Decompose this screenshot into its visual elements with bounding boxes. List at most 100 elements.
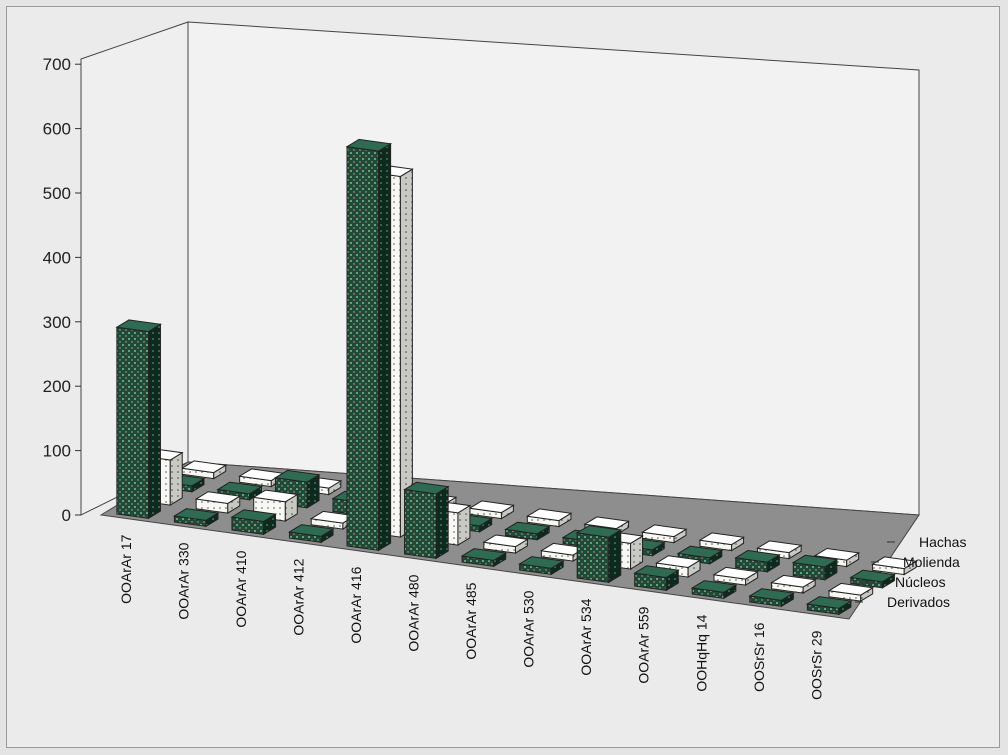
series-label-núcleos: Núcleos [895, 574, 946, 590]
y-tick-label: 0 [62, 506, 71, 525]
bar-hachas-11 [756, 540, 803, 560]
bar-top-face [288, 524, 335, 537]
bar-front-face [404, 488, 437, 559]
category-label: OOHqHq 14 [693, 614, 709, 691]
category-label: OOSrSr 29 [808, 630, 824, 699]
y-tick-label: 500 [43, 184, 71, 203]
series-label-hachas: Hachas [919, 534, 966, 550]
bar-derivados-2 [172, 508, 220, 528]
bar-núcleos-11 [712, 566, 760, 586]
y-tick-label: 200 [43, 377, 71, 396]
bar-derivados-12 [748, 588, 795, 608]
bar-side-face [399, 168, 413, 538]
bar-derivados-9 [575, 525, 623, 584]
bar-hachas-9 [640, 524, 688, 544]
bar-núcleos-2 [194, 491, 242, 514]
bar-top-face [583, 516, 630, 530]
bar-top-face [654, 555, 702, 568]
bar-molienda-7 [504, 521, 551, 541]
bar-núcleos-13 [827, 582, 875, 602]
bar-derivados-8 [518, 556, 565, 576]
bar-top-face [115, 319, 162, 333]
bar-top-face [216, 481, 263, 495]
bar-side-face [169, 451, 183, 506]
bar-top-face [460, 548, 508, 561]
bar-núcleos-7 [482, 534, 529, 554]
bar-top-face [690, 580, 738, 593]
bar-hachas-13 [871, 556, 918, 576]
bar-top-face [273, 469, 321, 483]
bar-derivados-4 [288, 524, 335, 544]
category-label: OOArAr 17 [118, 534, 134, 603]
bar-hachas-6 [468, 500, 515, 520]
bar-derivados-10 [633, 565, 680, 592]
bar-molienda-3 [273, 469, 321, 509]
bar-derivados-1 [115, 319, 162, 520]
bar-molienda-10 [676, 545, 724, 565]
y-tick-label: 400 [43, 248, 71, 267]
bar-top-face [734, 549, 781, 563]
category-label: OOArAr 410 [233, 550, 249, 627]
chart-frame: 0 100 200 300 400 500 600 700 OOArAr 17 OOArAr 3… [6, 6, 1000, 748]
bar-top-face [518, 556, 565, 569]
bar-top-face [633, 565, 680, 578]
bar-derivados-11 [690, 580, 738, 600]
bar-derivados-3 [230, 509, 278, 536]
bar-top-face [180, 460, 228, 474]
bar-top-face [805, 596, 853, 609]
bar-front-face [346, 146, 380, 551]
bar-top-face [756, 540, 803, 554]
bar-derivados-6 [403, 481, 450, 560]
bar-side-face [608, 529, 622, 584]
bar-top-face [575, 525, 623, 538]
y-tick-label: 100 [43, 442, 71, 461]
back-wall [187, 21, 920, 516]
bar-derivados-5 [345, 138, 393, 552]
bar-front-face [576, 532, 610, 583]
bar-top-face [468, 500, 515, 514]
bar-hachas-10 [698, 532, 746, 552]
bar-top-face [252, 489, 299, 503]
bar-top-face [482, 534, 529, 548]
bars [115, 138, 918, 616]
category-label: OOSrSr 16 [751, 622, 767, 691]
bar-top-face [849, 569, 896, 583]
y-tick-label: 300 [43, 313, 71, 332]
bar-top-face [712, 566, 760, 580]
category-label: OOArAr 416 [348, 566, 364, 643]
bar-molienda-11 [734, 549, 781, 573]
y-axis: 0 100 200 300 400 500 600 700 [43, 55, 81, 525]
bar-molienda-12 [791, 554, 839, 581]
series-label-derivados: Derivados [887, 594, 950, 610]
bar-top-face [345, 138, 393, 152]
bar-top-face [698, 532, 746, 546]
bar-top-face [525, 508, 573, 522]
bar-top-face [504, 521, 551, 535]
bar-top-face [194, 491, 242, 504]
bar-top-face [230, 509, 278, 522]
bar-top-face [770, 574, 817, 588]
bar-top-face [791, 554, 839, 568]
category-label: OOArAr 480 [406, 574, 422, 651]
series-label-molienda: Molienda [903, 554, 960, 570]
category-label: OOArAr 330 [175, 542, 191, 619]
bar-top-face [172, 508, 220, 521]
bar-top-face [871, 556, 918, 570]
bar-top-face [813, 547, 861, 561]
series-labels: Derivados Núcleos Molienda Hachas [855, 534, 966, 610]
bar-derivados-13 [805, 596, 853, 616]
bar-núcleos-12 [770, 574, 817, 594]
bar-front-face [116, 326, 150, 519]
category-label: OOArAr 485 [463, 582, 479, 659]
y-tick-label: 600 [43, 120, 71, 139]
category-label: OOArAr 412 [291, 558, 307, 635]
bar-molienda-13 [849, 569, 896, 589]
bar-top-face [827, 582, 875, 596]
bar-side-face [435, 485, 449, 560]
bar-hachas-7 [525, 508, 573, 528]
bar-top-face [403, 481, 450, 495]
bar-derivados-7 [460, 548, 508, 568]
bar-top-face [748, 588, 795, 601]
category-label: OOArAr 530 [521, 590, 537, 667]
category-labels: OOArAr 17 OOArAr 330 OOArAr 410 OOArAr 412 O… [118, 534, 824, 699]
